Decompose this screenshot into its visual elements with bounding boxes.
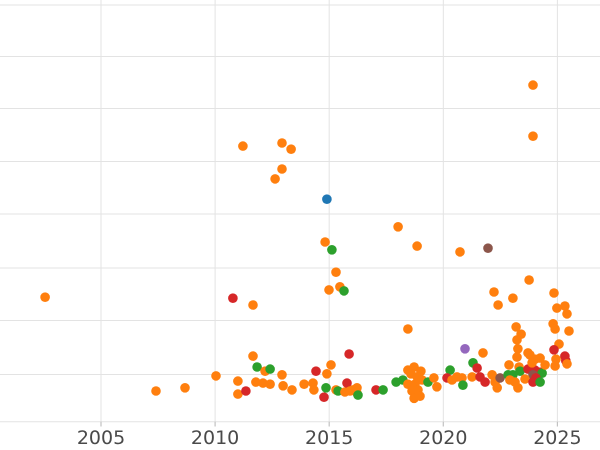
- data-point: [322, 194, 332, 204]
- data-point: [353, 390, 363, 400]
- data-point: [483, 243, 493, 253]
- data-point: [309, 385, 319, 395]
- data-point: [510, 377, 520, 387]
- data-point: [286, 144, 296, 154]
- data-point: [527, 358, 537, 368]
- data-point: [528, 131, 538, 141]
- data-point: [151, 386, 161, 396]
- data-point: [299, 379, 309, 390]
- data-point: [562, 309, 572, 319]
- data-point: [40, 292, 50, 303]
- data-point: [458, 380, 468, 391]
- data-point: [495, 373, 505, 383]
- data-point: [523, 348, 533, 358]
- data-point: [228, 293, 238, 304]
- data-point: [560, 301, 570, 311]
- data-point: [277, 164, 287, 174]
- data-point: [512, 335, 522, 345]
- data-point: [472, 363, 482, 373]
- data-point: [258, 378, 268, 388]
- data-point: [460, 344, 470, 354]
- data-point: [270, 174, 280, 184]
- data-point: [211, 371, 221, 381]
- x-tick-label: 2015: [305, 427, 353, 449]
- data-point: [564, 326, 574, 336]
- data-point: [371, 385, 381, 395]
- data-point: [393, 222, 403, 232]
- data-point: [480, 377, 490, 387]
- data-point: [535, 353, 545, 363]
- data-point: [562, 359, 572, 369]
- data-point: [515, 366, 525, 377]
- data-point: [535, 377, 545, 387]
- data-point: [550, 324, 560, 334]
- data-point: [513, 344, 523, 354]
- data-point: [487, 370, 497, 380]
- data-point: [241, 386, 251, 396]
- data-point: [403, 324, 413, 334]
- data-point: [478, 348, 488, 358]
- data-point: [467, 372, 477, 382]
- x-tick-label: 2020: [419, 427, 467, 449]
- data-point: [528, 80, 538, 90]
- data-point: [344, 349, 354, 359]
- data-point: [512, 352, 522, 362]
- data-point: [311, 366, 321, 377]
- data-point: [277, 138, 287, 148]
- data-point: [278, 381, 288, 391]
- data-point: [524, 275, 534, 285]
- data-point: [528, 377, 538, 387]
- data-point: [321, 383, 331, 393]
- data-point: [550, 361, 560, 371]
- data-point: [415, 391, 425, 402]
- data-point: [455, 247, 465, 257]
- data-point: [432, 382, 442, 392]
- data-point: [489, 287, 499, 297]
- data-point: [265, 379, 275, 390]
- data-point: [378, 385, 388, 395]
- data-point: [248, 300, 258, 310]
- data-point: [265, 364, 275, 374]
- data-point: [238, 141, 248, 151]
- data-point: [549, 288, 559, 298]
- data-point: [277, 370, 287, 380]
- data-point: [540, 360, 550, 370]
- data-point: [508, 293, 518, 304]
- data-point: [331, 267, 341, 278]
- data-point: [342, 378, 352, 388]
- data-point: [352, 383, 362, 393]
- data-point: [552, 303, 562, 313]
- data-point: [326, 360, 336, 370]
- data-point: [180, 383, 190, 393]
- data-point: [287, 385, 297, 395]
- data-point: [504, 360, 514, 370]
- data-point: [233, 376, 243, 386]
- data-point: [251, 377, 261, 387]
- data-point: [248, 351, 258, 361]
- data-point: [511, 322, 521, 332]
- data-point: [339, 286, 349, 296]
- data-point: [457, 373, 467, 383]
- data-point: [412, 241, 422, 251]
- data-point: [252, 362, 262, 372]
- data-point: [445, 365, 455, 375]
- data-point: [549, 345, 559, 355]
- data-point: [322, 369, 332, 379]
- x-tick-label: 2005: [77, 427, 125, 449]
- data-point: [520, 374, 530, 384]
- data-point: [320, 237, 330, 247]
- x-tick-label: 2010: [191, 427, 239, 449]
- data-point: [319, 392, 329, 403]
- data-point: [233, 389, 243, 399]
- x-tick-label: 2025: [533, 427, 581, 449]
- data-point: [492, 383, 503, 393]
- data-point: [327, 245, 337, 255]
- data-point: [324, 285, 334, 295]
- data-point: [429, 373, 439, 383]
- data-point: [493, 300, 503, 310]
